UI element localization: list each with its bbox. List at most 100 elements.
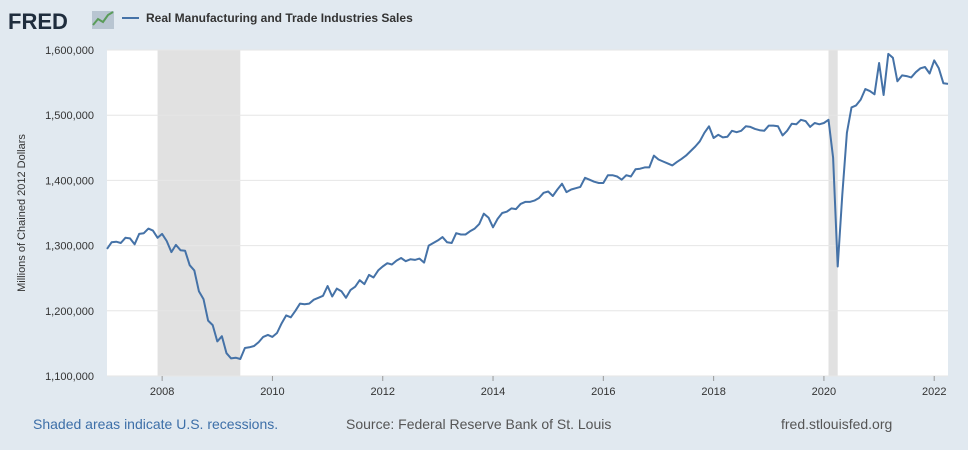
data-point bbox=[386, 262, 388, 264]
data-point bbox=[308, 303, 310, 305]
data-point bbox=[639, 168, 641, 170]
data-point bbox=[662, 160, 664, 162]
data-point bbox=[138, 233, 140, 235]
y-tick-label: 1,500,000 bbox=[45, 110, 94, 122]
recession-band-1 bbox=[157, 50, 241, 376]
data-point bbox=[235, 357, 237, 359]
data-point bbox=[134, 243, 136, 245]
fred-logo[interactable]: FRED bbox=[8, 9, 114, 34]
data-point bbox=[887, 53, 889, 55]
data-point bbox=[846, 132, 848, 134]
data-point bbox=[207, 320, 209, 322]
line-chart-icon bbox=[92, 11, 114, 29]
data-point bbox=[363, 283, 365, 285]
y-tick-label: 1,200,000 bbox=[45, 306, 94, 318]
data-point bbox=[680, 158, 682, 160]
source-url-link[interactable]: fred.stlouisfed.org bbox=[781, 416, 893, 432]
data-point bbox=[336, 288, 338, 290]
data-point bbox=[359, 279, 361, 281]
data-point bbox=[855, 104, 857, 106]
data-point bbox=[860, 99, 862, 101]
data-point bbox=[556, 189, 558, 191]
data-point bbox=[749, 126, 751, 128]
data-point bbox=[373, 277, 375, 279]
data-point bbox=[644, 166, 646, 168]
data-point bbox=[294, 310, 296, 312]
data-point bbox=[501, 212, 503, 214]
y-axis-label: Millions of Chained 2012 Dollars bbox=[16, 134, 28, 292]
data-point bbox=[460, 234, 462, 236]
data-point bbox=[896, 80, 898, 82]
recession-shading bbox=[157, 50, 838, 376]
data-point bbox=[690, 150, 692, 152]
data-point bbox=[529, 201, 531, 203]
data-point bbox=[648, 166, 650, 168]
x-tick-label: 2016 bbox=[591, 386, 615, 398]
x-tick-label: 2020 bbox=[812, 386, 836, 398]
data-point bbox=[313, 299, 315, 301]
data-point bbox=[115, 241, 117, 243]
x-tick-label: 2018 bbox=[701, 386, 725, 398]
data-point bbox=[239, 358, 241, 360]
data-point bbox=[506, 211, 508, 213]
data-point bbox=[713, 137, 715, 139]
data-point bbox=[754, 128, 756, 130]
data-point bbox=[933, 59, 935, 61]
data-point bbox=[745, 125, 747, 127]
data-point bbox=[929, 72, 931, 74]
x-tick-label: 2008 bbox=[150, 386, 174, 398]
data-point bbox=[409, 258, 411, 260]
data-point bbox=[487, 217, 489, 219]
data-point bbox=[405, 260, 407, 262]
data-point bbox=[396, 260, 398, 262]
data-point bbox=[805, 120, 807, 122]
data-point bbox=[212, 324, 214, 326]
data-point bbox=[621, 179, 623, 181]
data-point bbox=[910, 76, 912, 78]
data-point bbox=[685, 155, 687, 157]
data-point bbox=[230, 357, 232, 359]
data-point bbox=[566, 191, 568, 193]
data-point bbox=[759, 129, 761, 131]
data-point bbox=[248, 346, 250, 348]
recession-note: Shaded areas indicate U.S. recessions. bbox=[33, 416, 279, 432]
data-point bbox=[428, 245, 430, 247]
data-point bbox=[193, 269, 195, 271]
fred-logo-text: FRED bbox=[8, 9, 68, 34]
data-point bbox=[483, 213, 485, 215]
data-point bbox=[157, 237, 159, 239]
data-point bbox=[791, 123, 793, 125]
data-point bbox=[579, 186, 581, 188]
data-point bbox=[694, 145, 696, 147]
data-point bbox=[763, 130, 765, 132]
data-point bbox=[850, 106, 852, 108]
data-point bbox=[722, 136, 724, 138]
x-tick-label: 2012 bbox=[370, 386, 394, 398]
data-point bbox=[827, 119, 829, 121]
data-point bbox=[612, 174, 614, 176]
data-point bbox=[515, 208, 517, 210]
data-point bbox=[584, 177, 586, 179]
data-point bbox=[814, 122, 816, 124]
data-point bbox=[166, 240, 168, 242]
data-point bbox=[451, 242, 453, 244]
data-point bbox=[841, 194, 843, 196]
data-point bbox=[354, 286, 356, 288]
data-point bbox=[782, 134, 784, 136]
data-point bbox=[106, 248, 108, 250]
data-point bbox=[198, 290, 200, 292]
data-point bbox=[906, 75, 908, 77]
data-point bbox=[327, 285, 329, 287]
data-point bbox=[340, 290, 342, 292]
y-tick-label: 1,100,000 bbox=[45, 371, 94, 383]
data-point bbox=[818, 123, 820, 125]
data-point bbox=[809, 126, 811, 128]
data-point bbox=[625, 174, 627, 176]
data-point bbox=[304, 303, 306, 305]
data-point bbox=[800, 119, 802, 121]
y-tick-label: 1,600,000 bbox=[45, 45, 94, 57]
data-point bbox=[170, 251, 172, 253]
data-point bbox=[180, 249, 182, 251]
data-point bbox=[350, 289, 352, 291]
data-point bbox=[589, 179, 591, 181]
